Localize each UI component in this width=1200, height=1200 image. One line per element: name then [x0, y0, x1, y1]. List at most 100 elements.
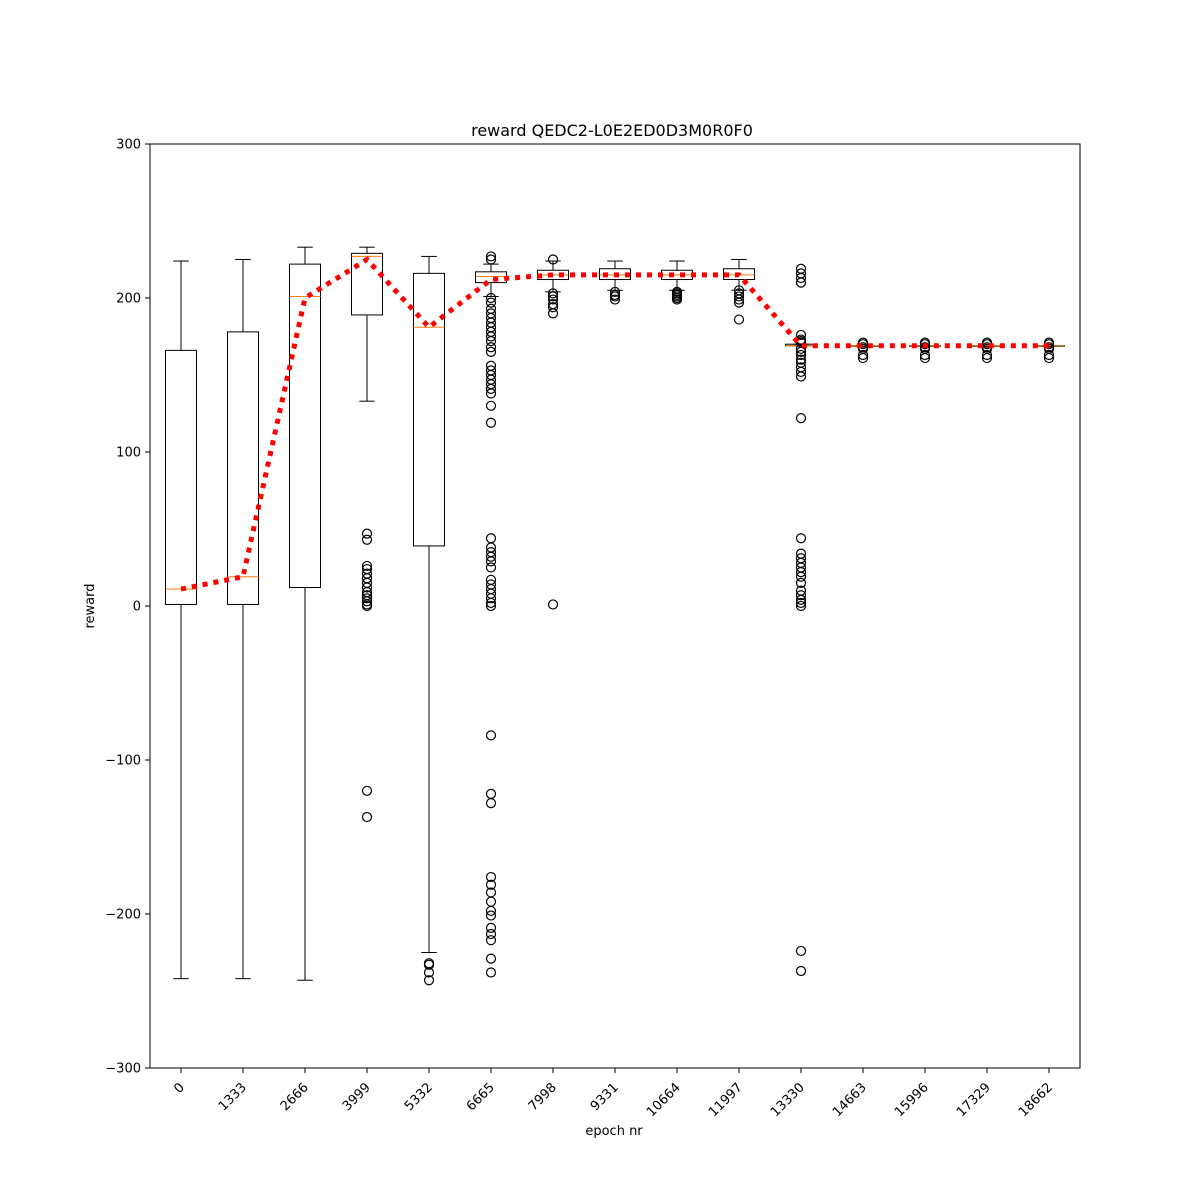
- flier-point: [795, 349, 807, 361]
- flier-point: [485, 935, 497, 946]
- flier-point: [485, 593, 497, 604]
- flier-point: [361, 560, 373, 572]
- flier-point: [485, 905, 497, 917]
- y-tick-label: 200: [116, 292, 141, 307]
- y-tick-label: 0: [133, 600, 141, 615]
- x-tick-label: 3999: [340, 1080, 374, 1114]
- flier-point: [485, 533, 497, 544]
- box-3999: [351, 246, 383, 402]
- flier-point: [1043, 349, 1055, 361]
- x-tick-label: 14663: [830, 1080, 870, 1120]
- flier-point: [485, 417, 497, 428]
- y-tick-label: 300: [116, 138, 141, 153]
- flier-point: [795, 965, 807, 977]
- x-tick-label: 9331: [588, 1080, 622, 1114]
- flier-point: [485, 871, 497, 883]
- flier-point: [857, 349, 869, 361]
- box-body: [599, 268, 631, 281]
- x-tick-label: 5332: [402, 1080, 436, 1114]
- box-body: [475, 271, 507, 284]
- flier-point: [547, 599, 559, 610]
- flier-point: [795, 277, 807, 288]
- y-tick-label: 100: [116, 446, 141, 461]
- flier-point: [795, 594, 807, 605]
- flier-point: [361, 811, 373, 823]
- flier-point: [795, 366, 807, 378]
- flier-point: [485, 336, 497, 347]
- box-6665: [475, 263, 507, 297]
- flier-point: [795, 597, 807, 609]
- flier-point: [919, 352, 931, 364]
- box-body: [165, 349, 197, 605]
- flier-point: [361, 528, 373, 539]
- flier-point: [485, 346, 497, 357]
- box-body: [289, 263, 321, 589]
- flier-point: [485, 400, 497, 411]
- flier-point: [671, 294, 683, 305]
- flier-point: [1043, 352, 1055, 364]
- flier-point: [485, 551, 497, 562]
- box-body: [227, 331, 259, 605]
- flier-point: [733, 297, 745, 308]
- flier-point: [795, 346, 807, 357]
- box-body: [351, 252, 383, 316]
- flier-point: [609, 286, 621, 297]
- x-tick-label: 2666: [278, 1080, 312, 1114]
- x-tick-label: 17329: [954, 1080, 994, 1120]
- box-0: [165, 260, 197, 980]
- box-5332: [413, 255, 445, 953]
- flier-point: [485, 562, 497, 573]
- flier-point: [485, 910, 497, 921]
- x-axis: 0 1333 2666 3999 5332 6665 7998 9331 10664 11997 1…: [171, 1068, 1056, 1120]
- flier-point: [795, 343, 807, 354]
- flier-point: [981, 352, 993, 364]
- flier-point: [361, 582, 373, 593]
- x-tick-label: 15996: [892, 1080, 932, 1120]
- flier-point: [733, 314, 745, 325]
- flier-point: [485, 600, 497, 612]
- flier-point: [795, 272, 807, 284]
- x-axis-label: epoch nr: [585, 1124, 643, 1139]
- y-tick-label: −200: [105, 908, 141, 923]
- x-tick-label: 11997: [706, 1080, 746, 1120]
- x-tick-label: 0: [171, 1080, 187, 1096]
- flier-point: [547, 308, 559, 319]
- x-tick-label: 10664: [644, 1080, 684, 1120]
- flier-point: [485, 597, 497, 609]
- flier-point: [795, 413, 807, 424]
- flier-point: [795, 533, 807, 544]
- flier-point: [485, 556, 497, 567]
- flier-point: [981, 349, 993, 361]
- box-10664: [661, 260, 693, 291]
- box-1333: [227, 259, 259, 980]
- flier-point: [547, 291, 559, 302]
- box-body: [723, 268, 755, 281]
- flier-point: [547, 302, 559, 313]
- y-axis: −300 −200 −100 0 100 200 300: [105, 138, 150, 1077]
- y-tick-label: −300: [105, 1062, 141, 1077]
- flier-point: [485, 730, 497, 741]
- box-17329: [971, 345, 1003, 347]
- flier-point: [423, 959, 435, 970]
- flier-point: [485, 788, 497, 799]
- flier-point: [485, 953, 497, 964]
- x-tick-label: 1333: [216, 1080, 250, 1114]
- flier-point: [361, 600, 373, 612]
- mean-line: [180, 256, 1049, 592]
- flier-point: [547, 288, 559, 299]
- flier-point: [485, 896, 497, 907]
- flier-point: [485, 388, 497, 399]
- flier-point: [485, 251, 497, 262]
- flier-point: [485, 342, 497, 353]
- x-tick-label: 18662: [1016, 1080, 1056, 1120]
- flier-point: [795, 354, 807, 365]
- fliers-layer: [361, 251, 1055, 986]
- flier-point: [919, 349, 931, 361]
- flier-point: [795, 371, 807, 382]
- flier-point: [485, 967, 497, 978]
- flier-point: [361, 785, 373, 796]
- box-18662: [1033, 345, 1065, 347]
- box-body: [413, 272, 445, 547]
- flier-point: [795, 945, 807, 957]
